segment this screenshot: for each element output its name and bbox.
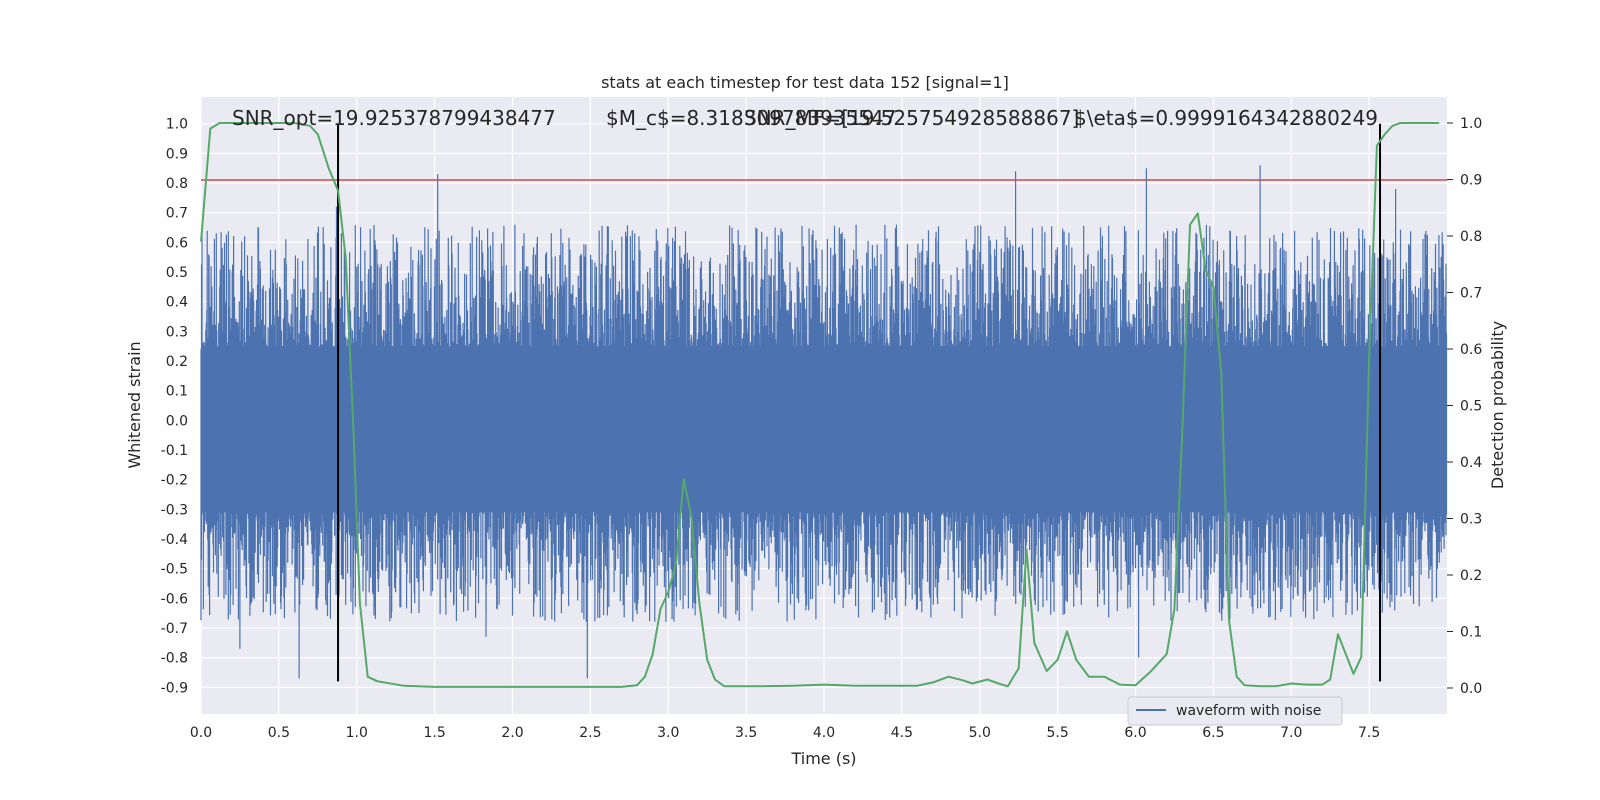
annotation-snr-opt: SNR_opt=19.925378799438477 (232, 106, 556, 130)
x-tick-label-12: 6.0 (1124, 725, 1146, 741)
y-tick-left-19: -0.9 (161, 680, 188, 696)
y-tick-left-17: -0.7 (161, 621, 188, 637)
plot-area (200, 97, 1448, 714)
x-tick-label-13: 6.5 (1202, 725, 1224, 741)
x-tick-label-5: 2.5 (579, 725, 601, 741)
legend-label-waveform: waveform with noise (1176, 703, 1321, 719)
series-detection-probability (200, 122, 1440, 688)
annotation-snr-mf: SNR_MF=[19.525754928588867] (744, 106, 1079, 130)
y-tick-right-2: 0.8 (1460, 229, 1482, 245)
y-tick-left-16: -0.6 (161, 591, 188, 607)
probability-line (200, 122, 1440, 688)
x-tick-label-4: 2.0 (501, 725, 523, 741)
y-tick-right-5: 0.5 (1460, 399, 1482, 415)
annotations: SNR_opt=19.925378799438477 $M_c$=8.31830… (232, 106, 1378, 130)
y-ticks-left: 1.0 0.9 0.8 0.7 0.6 0.5 0.4 0.3 0.2 0.1 0.0 -0.1 -0.… (161, 117, 188, 697)
x-tick-label-15: 7.5 (1358, 725, 1380, 741)
y-tick-left-3: 0.7 (166, 206, 188, 222)
y-tick-left-8: 0.2 (166, 354, 188, 370)
chart-title: stats at each timestep for test data 152… (601, 73, 1009, 92)
series-waveform-with-noise (200, 165, 1448, 679)
y-ticks-right: 1.0 0.9 0.8 0.7 0.6 0.5 0.4 0.3 0.2 0.1 0.0 (1447, 116, 1482, 697)
x-tick-label-11: 5.5 (1046, 725, 1068, 741)
x-tick-label-0: 0.0 (190, 725, 212, 741)
x-tick-label-6: 3.0 (657, 725, 679, 741)
y-tick-right-6: 0.4 (1460, 455, 1482, 471)
legend: waveform with noise (1127, 696, 1343, 726)
y-tick-right-1: 0.9 (1460, 172, 1482, 188)
y-tick-right-10: 0.0 (1460, 681, 1482, 697)
y-tick-left-4: 0.6 (166, 235, 188, 251)
y-tick-left-1: 0.9 (166, 146, 188, 162)
y-tick-left-11: -0.1 (161, 443, 188, 459)
y-tick-left-5: 0.5 (166, 265, 188, 281)
noise-trace (200, 165, 1448, 679)
y-tick-left-13: -0.3 (161, 502, 188, 518)
x-tick-label-7: 3.5 (735, 725, 757, 741)
x-axis-label: Time (s) (790, 749, 856, 768)
annotation-chirp-mass: $M_c$=8.318309783935547 (606, 106, 896, 130)
legend-box (1127, 696, 1343, 726)
y-tick-right-3: 0.7 (1460, 285, 1482, 301)
y-tick-right-0: 1.0 (1460, 116, 1482, 132)
x-tick-label-8: 4.0 (813, 725, 835, 741)
y-axis-label-left: Whitened strain (125, 341, 144, 468)
y-tick-left-14: -0.4 (161, 532, 188, 548)
y-tick-left-7: 0.3 (166, 324, 188, 340)
y-tick-left-0: 1.0 (166, 117, 188, 133)
y-tick-left-2: 0.8 (166, 176, 188, 192)
x-tick-label-3: 1.5 (423, 725, 445, 741)
x-tick-label-10: 5.0 (969, 725, 991, 741)
y-tick-right-9: 0.1 (1460, 625, 1482, 641)
y-tick-left-9: 0.1 (166, 384, 188, 400)
annotation-eta: $\eta$=0.9999164342880249 (1074, 106, 1378, 130)
y-tick-left-10: 0.0 (166, 413, 188, 429)
y-axis-label-right: Detection probability (1488, 321, 1507, 489)
x-tick-label-1: 0.5 (268, 725, 290, 741)
x-tick-label-14: 7.0 (1280, 725, 1302, 741)
y-tick-left-15: -0.5 (161, 562, 188, 578)
y-tick-left-12: -0.2 (161, 473, 188, 489)
y-tick-right-4: 0.6 (1460, 342, 1482, 358)
y-tick-left-18: -0.8 (161, 651, 188, 667)
x-tick-label-2: 1.0 (346, 725, 368, 741)
y-tick-right-8: 0.2 (1460, 568, 1482, 584)
x-ticks: 0.0 0.5 1.0 1.5 2.0 2.5 3.0 3.5 4.0 4.5 5.0 5.5 6.0 6… (190, 725, 1380, 741)
marker-lines (337, 123, 1382, 682)
x-tick-label-9: 4.5 (891, 725, 913, 741)
y-tick-left-6: 0.4 (166, 295, 188, 311)
y-tick-right-7: 0.3 (1460, 512, 1482, 528)
